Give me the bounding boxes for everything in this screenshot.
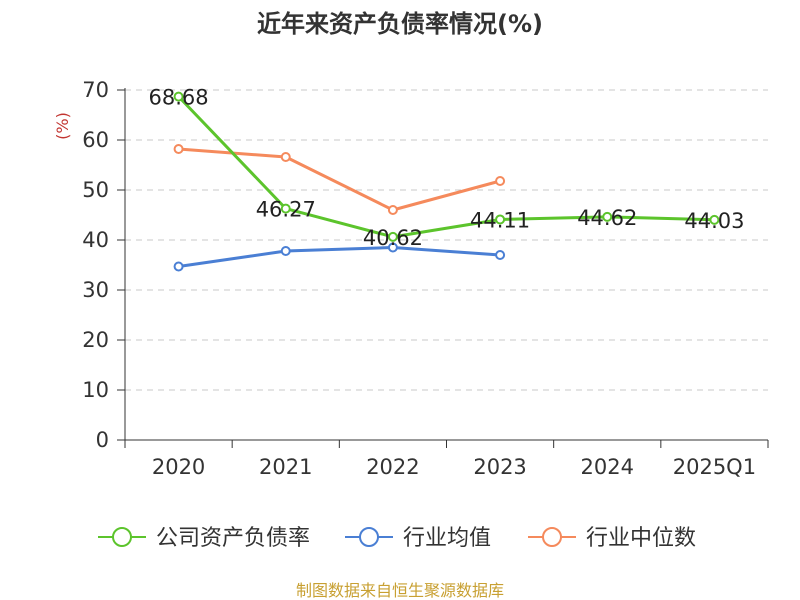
data-point (280, 246, 291, 256)
x-tick-label: 2020 (152, 455, 205, 479)
series-line (178, 147, 501, 212)
y-axis-label: (%) (53, 112, 72, 140)
data-point (387, 242, 398, 253)
data-point (280, 152, 291, 162)
y-tick-label: 0 (96, 428, 109, 452)
data-point (387, 205, 398, 215)
data-point (495, 176, 506, 186)
legend-label: 公司资产负债率 (156, 526, 310, 551)
data-point (173, 144, 184, 154)
data-label-layer: 68.68 46.27 40.62 44.11 44.62 44.03 (149, 86, 745, 250)
data-label: 40.62 (363, 226, 423, 250)
legend-marker (112, 527, 132, 547)
series-line (177, 95, 715, 239)
chart-title: 近年来资产负债率情况(%) (257, 10, 543, 38)
data-point (495, 214, 506, 225)
x-tick-label: 2023 (473, 455, 526, 479)
legend: 公司资产负债率 行业均值 行业中位数 (98, 526, 696, 551)
y-tick-label: 60 (82, 128, 109, 152)
y-tick-label: 10 (82, 378, 109, 402)
x-tick-label: 2022 (366, 455, 419, 479)
data-point (173, 261, 184, 272)
data-label: 68.68 (149, 86, 209, 110)
y-tick-label: 50 (82, 178, 109, 202)
legend-marker (542, 527, 562, 547)
data-point (280, 203, 291, 214)
grid-layer (125, 89, 768, 391)
data-point (387, 231, 398, 242)
source-note: 制图数据来自恒生聚源数据库 (296, 581, 504, 600)
legend-label: 行业中位数 (586, 526, 696, 551)
y-tick-label: 20 (82, 328, 109, 352)
series-line (178, 246, 501, 268)
data-label: 44.03 (684, 209, 744, 233)
data-label: 44.11 (470, 208, 530, 232)
legend-label: 行业均值 (403, 526, 491, 551)
data-label: 46.27 (256, 198, 316, 222)
x-tick-label: 2021 (259, 455, 312, 479)
x-tick-label: 2024 (581, 455, 634, 479)
data-point (173, 91, 184, 102)
y-tick-label: 30 (82, 278, 109, 302)
data-point (709, 214, 720, 225)
x-tick-label: 2025Q1 (673, 455, 756, 479)
series-layer (173, 91, 720, 272)
axis-layer: 0 10 20 30 40 50 60 70 2020 2021 2022 2023 2024 2025Q… (82, 78, 769, 479)
data-label: 44.62 (577, 206, 637, 230)
legend-marker (359, 527, 379, 547)
y-tick-label: 70 (82, 78, 109, 102)
data-point (602, 211, 613, 222)
data-point (495, 250, 506, 260)
y-tick-label: 40 (82, 228, 109, 252)
